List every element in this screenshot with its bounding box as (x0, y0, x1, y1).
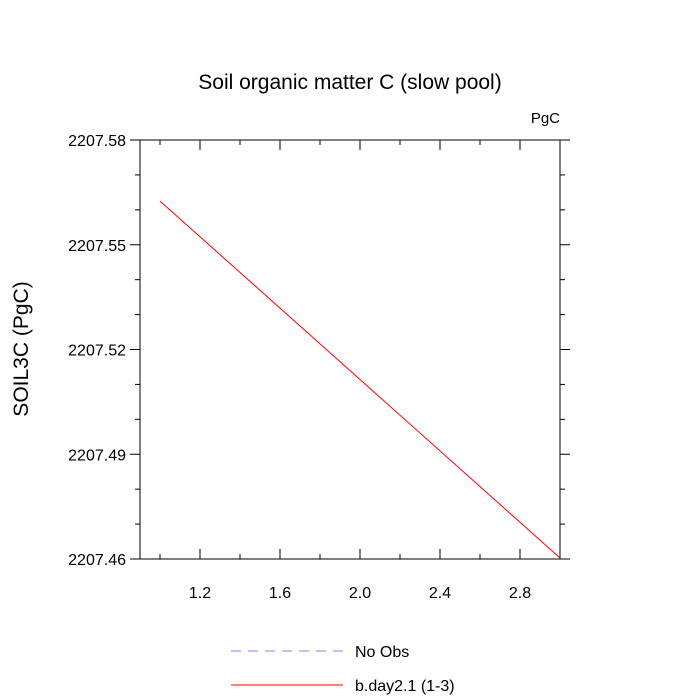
x-tick-label: 1.6 (269, 585, 291, 602)
series-line-1 (159, 200, 561, 559)
y-tick-label: 2207.52 (68, 343, 126, 360)
x-tick-label: 1.2 (189, 585, 211, 602)
y-tick-label: 2207.49 (68, 447, 126, 464)
legend-label: No Obs (355, 644, 409, 661)
legend: No Obs b.day2.1 (1-3) (231, 644, 455, 695)
x-tick-label: 2.8 (509, 585, 531, 602)
y-tick-label: 2207.58 (68, 133, 126, 150)
legend-label: b.day2.1 (1-3) (355, 678, 455, 695)
units-label: PgC (531, 110, 560, 127)
x-tick-label: 2.0 (349, 585, 371, 602)
series-lines (159, 200, 561, 559)
y-tick-label: 2207.46 (68, 552, 126, 569)
plot-frame (139, 139, 561, 560)
axis-ticks (130, 139, 570, 560)
tick-labels: 1.2 1.6 2.0 2.4 2.8 2207.46 2207.49 2207.52 2207… (68, 133, 531, 602)
y-tick-label: 2207.55 (68, 238, 126, 255)
x-tick-label: 2.4 (429, 585, 451, 602)
y-axis-label: SOIL3C (PgC) (10, 281, 33, 416)
chart-title: Soil organic matter C (slow pool) (198, 71, 501, 94)
